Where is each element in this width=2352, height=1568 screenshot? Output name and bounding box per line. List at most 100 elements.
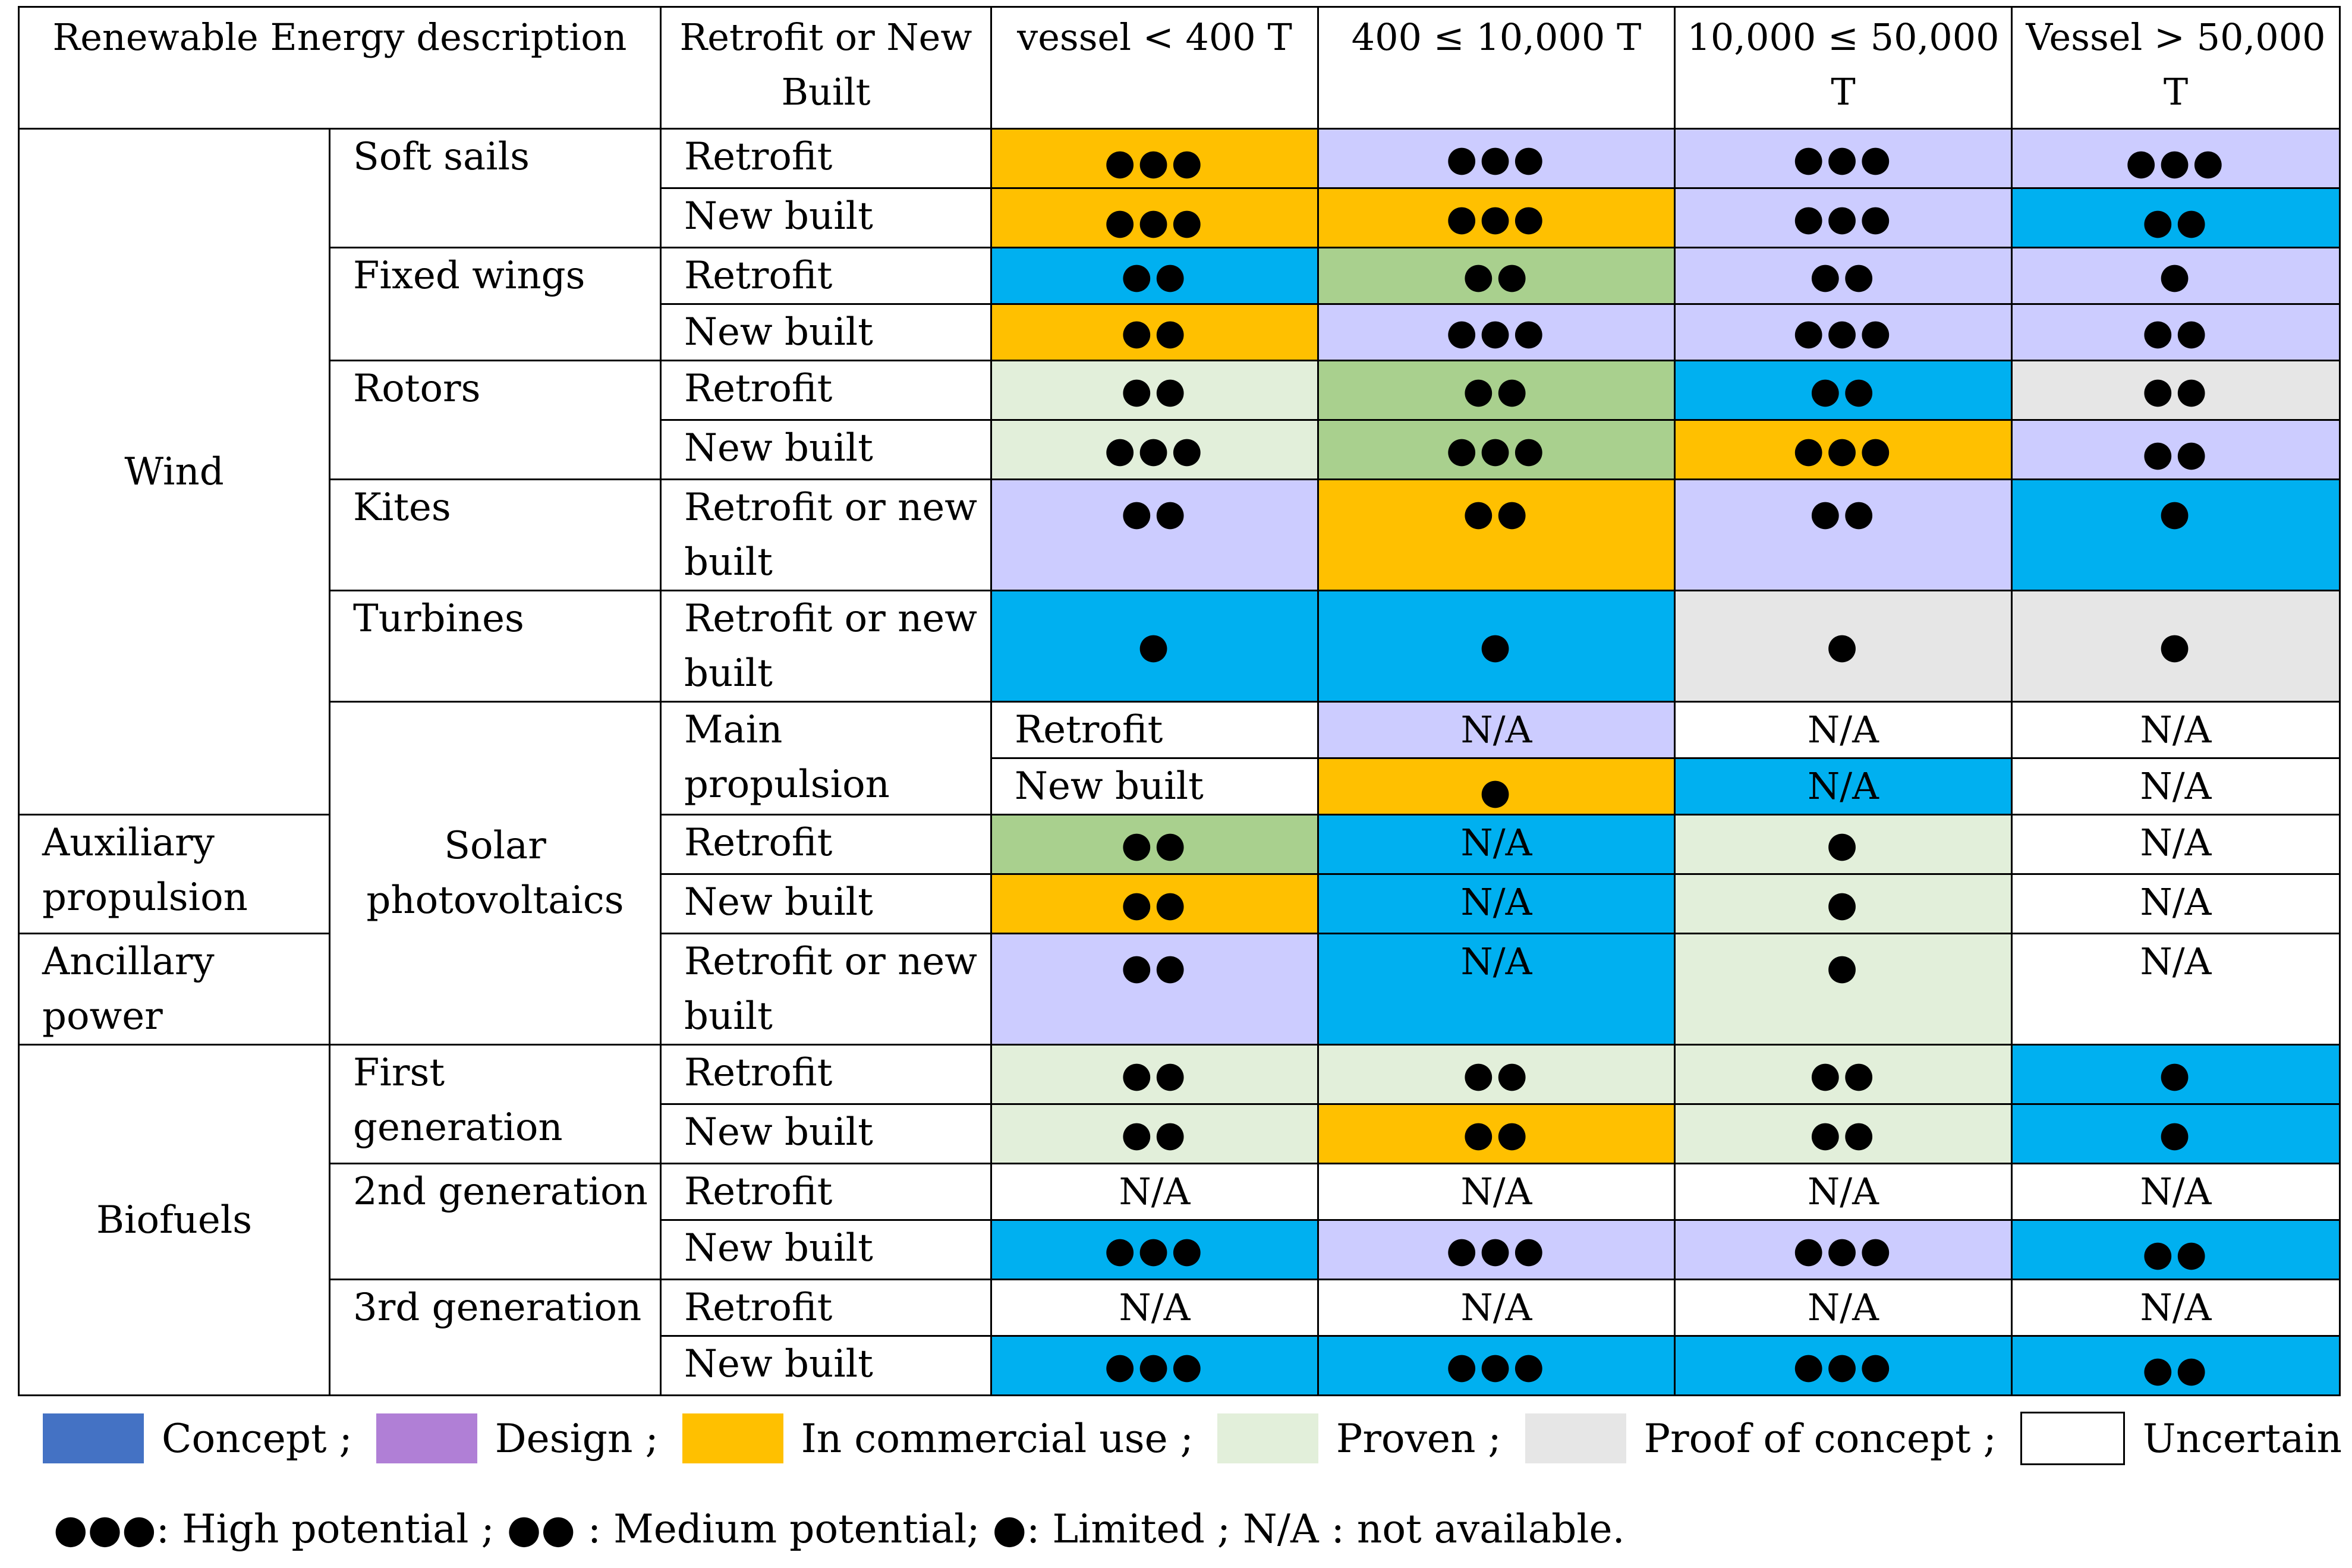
table-row: Solar photovoltaics Main propulsion Retr… — [19, 701, 2341, 1046]
legend-item-proven: Proven ; — [1217, 1413, 1501, 1463]
rating-cell: N/A — [2011, 1279, 2341, 1337]
legend-label: Proven ; — [1336, 1415, 1501, 1462]
rating-cell: ●●● — [990, 1219, 1319, 1280]
rating-cell: ●● — [2011, 419, 2341, 480]
rating-cell: N/A — [990, 1279, 1319, 1337]
rating-cell: ●●● — [1674, 1219, 2013, 1280]
row-type: New built — [660, 873, 992, 934]
table-row: New built ●● ●●● ●●● ●● — [19, 303, 2341, 361]
legend-item-commercial: In commercial use ; — [682, 1413, 1194, 1463]
legend-swatch — [43, 1413, 144, 1463]
table-row: Rotors Retrofit ●● ●● ●● ●● — [19, 360, 2341, 480]
rating-cell: N/A — [1674, 1279, 2013, 1337]
row-type: Retrofit or new built — [660, 478, 992, 591]
rating-cell: N/A — [1317, 1279, 1676, 1337]
table-row: New built ●●● ●●● ●●● ●● — [19, 419, 2341, 480]
legend-label: Design ; — [495, 1415, 659, 1462]
sub-first-generation: First generation — [329, 1044, 662, 1164]
rating-cell: ●● — [1674, 1044, 2013, 1105]
potential-key: ●●●: High potential ; ●● : Medium potent… — [53, 1506, 1625, 1552]
legend-swatch — [1217, 1413, 1318, 1463]
row-type: Retrofit — [660, 1163, 992, 1221]
rating-cell: ●●● — [1317, 419, 1676, 480]
legend-item-design: Design ; — [376, 1413, 659, 1463]
row-type: Retrofit — [990, 701, 1319, 759]
table-row: Turbines Retrofit or new built ● ● ● ● — [19, 590, 2341, 703]
rating-cell: ●● — [1317, 360, 1676, 421]
table-row: New built ●●● ●●● ●●● ●● — [19, 187, 2341, 248]
rating-cell: ●● — [2011, 187, 2341, 248]
legend-label: Uncertain . — [2142, 1415, 2352, 1462]
legend-label: Concept ; — [162, 1415, 352, 1462]
legend-swatch — [682, 1413, 783, 1463]
header-retrofit-or-new: Retrofit or New Built — [660, 6, 992, 130]
row-type: New built — [660, 419, 992, 480]
rating-cell: N/A — [2011, 701, 2341, 759]
rating-cell: ● — [2011, 1103, 2341, 1164]
rating-cell: ●● — [1317, 478, 1676, 591]
rating-cell: N/A — [2011, 933, 2341, 1046]
rating-cell: ●●● — [1317, 1335, 1676, 1396]
rating-cell: ●●● — [1674, 187, 2013, 248]
table-row: Ancillary power Retrofit or new built ●●… — [18, 933, 2341, 1046]
rating-cell: ●● — [990, 360, 1319, 421]
table-row: 3rd generation Retrofit N/A N/A N/A N/A — [19, 1279, 2341, 1396]
table-row: New built ● N/A N/A N/A — [19, 757, 2341, 816]
row-type: Retrofit — [660, 360, 992, 421]
legend: Concept ; Design ; In commercial use ; P… — [43, 1409, 2352, 1468]
rating-cell: ●●● — [990, 1335, 1319, 1396]
header-10000-50000: 10,000 ≤ 50,000 T — [1674, 6, 2013, 130]
rating-cell: ●● — [1674, 247, 2013, 305]
rating-cell: ●●● — [1674, 419, 2013, 480]
rating-cell: ●● — [2011, 303, 2341, 361]
table-row: Kites Retrofit or new built ●● ●● ●● ● — [19, 478, 2341, 591]
rating-cell: ● — [1674, 590, 2013, 703]
table-row: Biofuels First generation Retrofit ●● ●●… — [18, 1044, 2341, 1396]
table-row: New built ●● N/A ● N/A — [19, 873, 2341, 934]
rating-cell: ●● — [990, 873, 1319, 934]
rating-cell: ●● — [990, 933, 1319, 1046]
sub-main-propulsion: Main propulsion — [660, 701, 992, 816]
legend-item-concept: Concept ; — [43, 1413, 352, 1463]
rating-cell: N/A — [1317, 933, 1676, 1046]
rating-cell: N/A — [2011, 873, 2341, 934]
rating-cell: ●●● — [1674, 303, 2013, 361]
table-row: Fixed wings Retrofit ●● ●● ●● ● — [19, 247, 2341, 361]
rating-cell: ●● — [1674, 360, 2013, 421]
rating-cell: ●● — [990, 478, 1319, 591]
rating-cell: ●●● — [990, 187, 1319, 248]
row-type: New built — [660, 1219, 992, 1280]
row-type: Retrofit — [660, 814, 992, 875]
rating-cell: ● — [2011, 590, 2341, 703]
rating-cell: ●●● — [1317, 128, 1676, 189]
sub-2nd-generation: 2nd generation — [329, 1163, 662, 1280]
row-type: Retrofit or new built — [660, 590, 992, 703]
header-400-10000: 400 ≤ 10,000 T — [1317, 6, 1676, 130]
rating-cell: N/A — [1674, 701, 2013, 759]
rating-cell: ● — [1674, 873, 2013, 934]
rating-cell: ●●● — [1317, 187, 1676, 248]
rating-cell: ● — [1674, 814, 2013, 875]
row-type: Retrofit — [660, 128, 992, 189]
rating-cell: ●● — [990, 1044, 1319, 1105]
table-row: Auxiliary propulsion Retrofit ●● N/A ● N… — [18, 814, 2341, 934]
rating-cell: ●●● — [2011, 128, 2341, 189]
group-solar: Solar photovoltaics — [329, 701, 662, 1046]
rating-cell: N/A — [1674, 757, 2013, 816]
rating-cell: ●● — [990, 303, 1319, 361]
rating-cell: ●● — [1317, 1103, 1676, 1164]
legend-swatch — [2020, 1412, 2125, 1465]
rating-cell: ● — [1674, 933, 2013, 1046]
rating-cell: ●● — [990, 247, 1319, 305]
row-type: New built — [660, 1103, 992, 1164]
rating-cell: ● — [2011, 478, 2341, 591]
table-row: 2nd generation Retrofit N/A N/A N/A N/A — [19, 1163, 2341, 1280]
legend-label: In commercial use ; — [801, 1415, 1194, 1462]
header-vessel-gt-50000: Vessel > 50,000 T — [2011, 6, 2341, 130]
rating-cell: ●●● — [1674, 128, 2013, 189]
sub-ancillary-power: Ancillary power — [18, 933, 330, 1046]
sub-rotors: Rotors — [329, 360, 662, 480]
rating-cell: N/A — [1674, 1163, 2013, 1221]
header-row: Renewable Energy description Retrofit or… — [18, 6, 2341, 130]
row-type: Retrofit or new built — [660, 933, 992, 1046]
